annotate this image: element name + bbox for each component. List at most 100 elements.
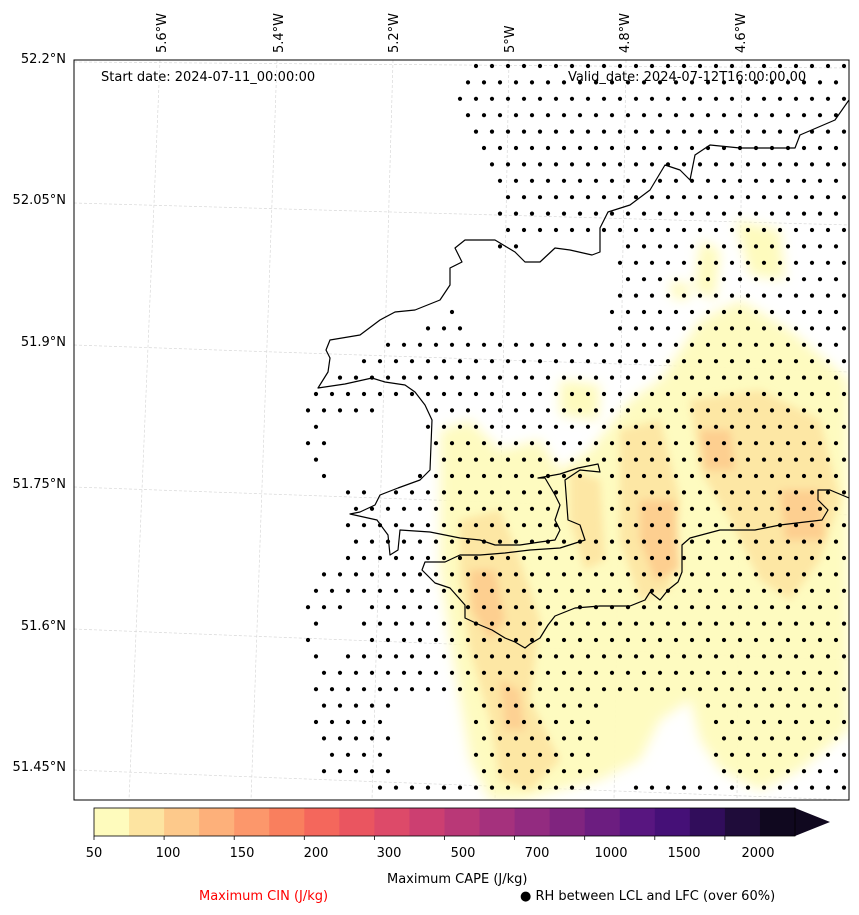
rh-dot bbox=[649, 129, 655, 134]
rh-dot bbox=[609, 408, 615, 413]
rh-dot bbox=[513, 572, 519, 577]
rh-dot bbox=[473, 555, 479, 561]
rh-dot bbox=[617, 523, 623, 528]
rh-dot bbox=[585, 359, 591, 364]
rh-dot bbox=[457, 654, 463, 659]
rh-dot bbox=[753, 375, 759, 380]
rh-dot bbox=[577, 145, 583, 151]
rh-dot bbox=[801, 736, 807, 741]
rh-dot bbox=[601, 654, 607, 659]
rh-dot bbox=[473, 490, 479, 495]
rh-dot bbox=[793, 457, 799, 462]
rh-dot bbox=[465, 80, 471, 85]
rh-dot bbox=[409, 687, 415, 692]
start-date-label: Start date: 2024-07-11_00:00:00 bbox=[101, 70, 316, 85]
rh-dot bbox=[481, 670, 487, 675]
rh-dot bbox=[841, 687, 847, 692]
rh-dot bbox=[673, 277, 679, 282]
rh-dot bbox=[705, 506, 711, 511]
rh-dot bbox=[793, 785, 799, 790]
rh-dot bbox=[441, 490, 447, 495]
rh-dot bbox=[617, 326, 623, 331]
rh-dot bbox=[777, 227, 783, 233]
rh-dot bbox=[537, 687, 543, 692]
rh-dot bbox=[417, 539, 423, 544]
rh-dot bbox=[465, 408, 471, 413]
rh-dot bbox=[513, 539, 519, 544]
rh-dot bbox=[393, 621, 399, 626]
rh-dot bbox=[777, 391, 783, 397]
rh-dot bbox=[785, 637, 791, 643]
rh-dot bbox=[369, 506, 375, 511]
rh-dot bbox=[689, 441, 695, 446]
rh-dot bbox=[441, 654, 447, 659]
rh-dot bbox=[729, 63, 735, 69]
rh-dot bbox=[761, 260, 767, 265]
rh-dot bbox=[817, 211, 823, 216]
rh-dot bbox=[705, 473, 711, 479]
rh-dot bbox=[553, 752, 559, 757]
rh-dot bbox=[393, 588, 399, 593]
rh-dot bbox=[809, 555, 815, 561]
rh-dot bbox=[617, 260, 623, 265]
rh-dot bbox=[625, 572, 631, 577]
rh-dot bbox=[425, 621, 431, 626]
cin-legend-label: Maximum CIN (J/kg) bbox=[199, 889, 329, 904]
rh-dot bbox=[617, 227, 623, 233]
rh-dot bbox=[545, 342, 551, 347]
rh-dot bbox=[609, 145, 615, 151]
rh-dot bbox=[705, 342, 711, 347]
rh-dot bbox=[689, 342, 695, 347]
rh-dot bbox=[305, 605, 311, 610]
rh-dot bbox=[385, 769, 391, 774]
rh-dot bbox=[793, 588, 799, 593]
rh-dot bbox=[737, 670, 743, 675]
rh-dot bbox=[561, 769, 567, 774]
rh-dot bbox=[441, 687, 447, 692]
rh-dot bbox=[569, 129, 575, 134]
rh-dot bbox=[817, 244, 823, 249]
rh-dot bbox=[665, 523, 671, 528]
rh-dot bbox=[649, 293, 655, 298]
rh-dot bbox=[801, 80, 807, 85]
rh-dot bbox=[537, 621, 543, 626]
rh-dot bbox=[609, 375, 615, 380]
rh-dot bbox=[729, 162, 735, 167]
rh-dot bbox=[785, 473, 791, 479]
rh-dot bbox=[577, 473, 583, 479]
rh-dot bbox=[833, 572, 839, 577]
rh-dot bbox=[513, 113, 519, 118]
rh-dot bbox=[737, 506, 743, 511]
rh-dot bbox=[697, 457, 703, 462]
rh-dot bbox=[361, 490, 367, 495]
rh-dot bbox=[721, 113, 727, 118]
rh-dot bbox=[569, 719, 575, 725]
rh-dot bbox=[609, 309, 615, 315]
rh-dot bbox=[673, 309, 679, 315]
rh-dot bbox=[537, 424, 543, 429]
rh-dot bbox=[777, 687, 783, 692]
rh-dot bbox=[769, 539, 775, 544]
rh-dot bbox=[577, 441, 583, 446]
rh-dot bbox=[593, 178, 599, 183]
rh-dot bbox=[681, 424, 687, 429]
rh-dot bbox=[825, 752, 831, 757]
rh-dot bbox=[473, 63, 479, 69]
rh-dot bbox=[697, 555, 703, 561]
rh-dot bbox=[505, 785, 511, 790]
rh-dot bbox=[841, 227, 847, 233]
lon-label-5: 5°W bbox=[503, 25, 518, 53]
rh-dot bbox=[769, 80, 775, 85]
rh-dot bbox=[513, 736, 519, 741]
rh-dot bbox=[665, 129, 671, 134]
rh-dot bbox=[753, 670, 759, 675]
rh-dot bbox=[689, 473, 695, 479]
rh-dot bbox=[529, 211, 535, 216]
rh-dot bbox=[401, 605, 407, 610]
rh-dot bbox=[673, 637, 679, 643]
rh-dot bbox=[753, 572, 759, 577]
rh-dot bbox=[497, 736, 503, 741]
rh-dot bbox=[345, 687, 351, 692]
lon-label-4.6: 4.6°W bbox=[734, 12, 749, 53]
rh-dot bbox=[641, 605, 647, 610]
